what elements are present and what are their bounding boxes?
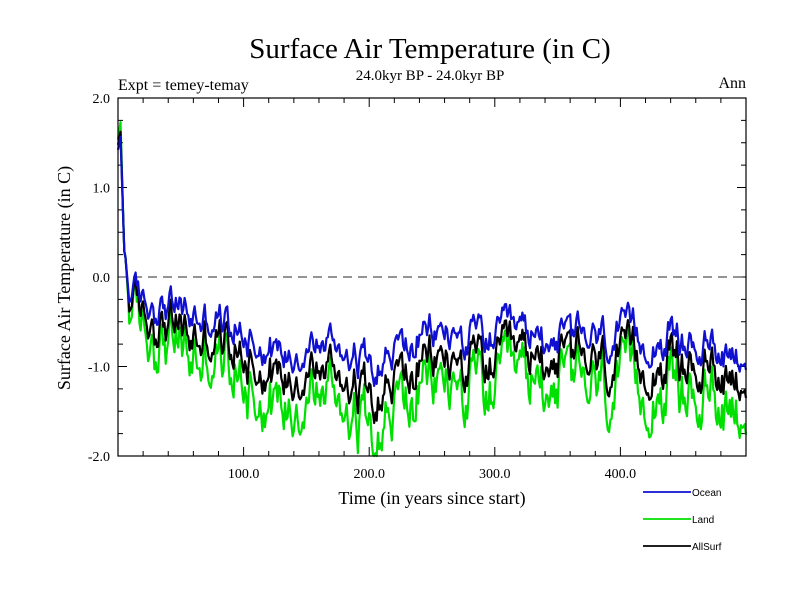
x-tick-label: 400.0 bbox=[605, 467, 637, 482]
series-line-allsurf bbox=[116, 130, 748, 425]
x-axis-label: Time (in years since start) bbox=[338, 488, 525, 509]
x-tick-labels: 100.0 200.0 300.0 400.0 bbox=[228, 467, 636, 482]
legend-label-ocean: Ocean bbox=[692, 488, 721, 499]
chart-subtitle: 24.0kyr BP - 24.0kyr BP bbox=[356, 68, 505, 84]
series-line-land bbox=[116, 121, 748, 458]
y-tick-label: -1.0 bbox=[88, 361, 110, 376]
legend: Ocean Land AllSurf bbox=[643, 488, 722, 553]
x-tick-label: 100.0 bbox=[228, 467, 260, 482]
chart-title: Surface Air Temperature (in C) bbox=[249, 33, 610, 65]
series-group bbox=[116, 121, 748, 458]
series-line-ocean bbox=[116, 135, 748, 387]
y-tick-label: 2.0 bbox=[93, 92, 111, 107]
plot-frame bbox=[117, 97, 747, 457]
x-tick-label: 300.0 bbox=[479, 467, 511, 482]
y-axis-label: Surface Air Temperature (in C) bbox=[54, 166, 75, 390]
y-tick-label: 1.0 bbox=[93, 182, 111, 197]
legend-label-land: Land bbox=[692, 515, 714, 526]
period-label: Ann bbox=[718, 75, 746, 92]
y-tick-labels: 2.0 1.0 0.0 -1.0 -2.0 bbox=[88, 92, 110, 465]
x-tick-label: 200.0 bbox=[353, 467, 385, 482]
y-tick-label: 0.0 bbox=[93, 271, 111, 286]
legend-label-allsurf: AllSurf bbox=[692, 542, 722, 553]
experiment-label: Expt = temey-temay bbox=[118, 77, 249, 94]
y-tick-label: -2.0 bbox=[88, 450, 110, 465]
